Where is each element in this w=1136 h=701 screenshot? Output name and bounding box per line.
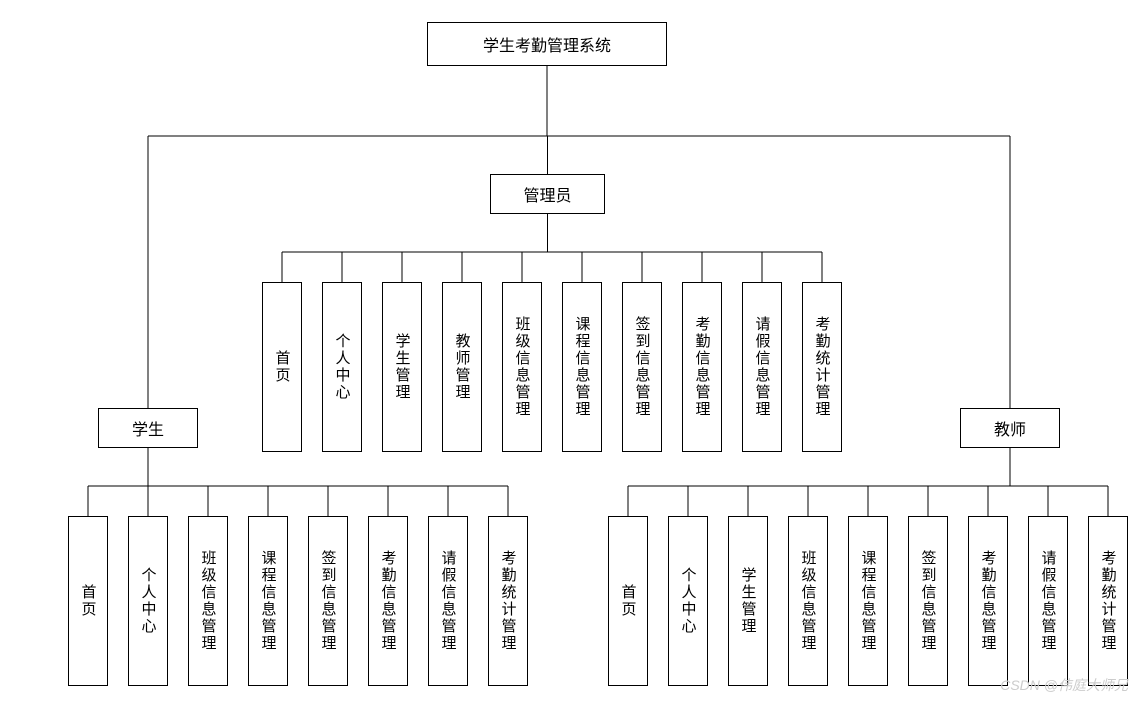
node-a1: 个人中心	[322, 282, 362, 452]
node-s1: 个人中心	[128, 516, 168, 686]
node-a5: 课程信息管理	[562, 282, 602, 452]
node-a0: 首页	[262, 282, 302, 452]
node-t7: 请假信息管理	[1028, 516, 1068, 686]
node-s7: 考勤统计管理	[488, 516, 528, 686]
node-a9: 考勤统计管理	[802, 282, 842, 452]
node-s6: 请假信息管理	[428, 516, 468, 686]
node-t5: 签到信息管理	[908, 516, 948, 686]
node-s3: 课程信息管理	[248, 516, 288, 686]
node-t4: 课程信息管理	[848, 516, 888, 686]
node-a6: 签到信息管理	[622, 282, 662, 452]
node-t2: 学生管理	[728, 516, 768, 686]
node-s4: 签到信息管理	[308, 516, 348, 686]
node-a7: 考勤信息管理	[682, 282, 722, 452]
node-s5: 考勤信息管理	[368, 516, 408, 686]
node-t6: 考勤信息管理	[968, 516, 1008, 686]
node-s2: 班级信息管理	[188, 516, 228, 686]
node-teacher: 教师	[960, 408, 1060, 448]
node-t8: 考勤统计管理	[1088, 516, 1128, 686]
node-a3: 教师管理	[442, 282, 482, 452]
node-t3: 班级信息管理	[788, 516, 828, 686]
node-root: 学生考勤管理系统	[427, 22, 667, 66]
node-a8: 请假信息管理	[742, 282, 782, 452]
node-s0: 首页	[68, 516, 108, 686]
node-admin: 管理员	[490, 174, 605, 214]
node-student: 学生	[98, 408, 198, 448]
node-a2: 学生管理	[382, 282, 422, 452]
node-t0: 首页	[608, 516, 648, 686]
node-a4: 班级信息管理	[502, 282, 542, 452]
node-t1: 个人中心	[668, 516, 708, 686]
